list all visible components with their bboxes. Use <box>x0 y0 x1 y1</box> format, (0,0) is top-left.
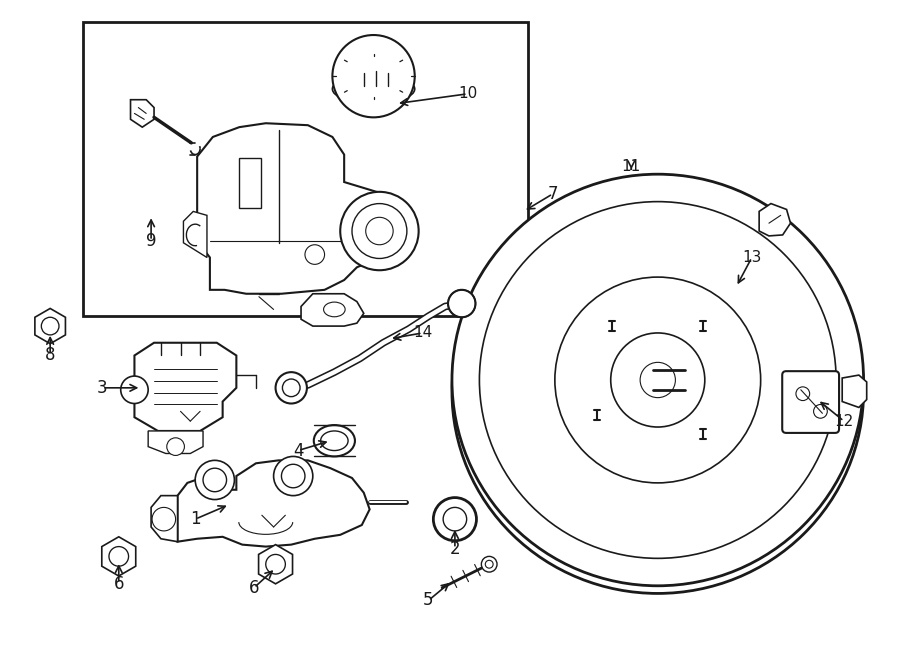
Text: 7: 7 <box>547 185 558 203</box>
Circle shape <box>814 405 827 418</box>
FancyBboxPatch shape <box>782 371 839 433</box>
Ellipse shape <box>324 302 345 317</box>
Circle shape <box>448 290 475 317</box>
Circle shape <box>152 508 176 531</box>
Polygon shape <box>102 537 136 576</box>
Text: 8: 8 <box>45 346 56 364</box>
Circle shape <box>352 204 407 258</box>
Text: 14: 14 <box>413 325 432 340</box>
Circle shape <box>365 217 393 245</box>
Circle shape <box>274 457 313 496</box>
Text: 9: 9 <box>146 232 157 250</box>
Polygon shape <box>151 496 177 542</box>
Circle shape <box>203 468 227 492</box>
Circle shape <box>121 376 148 403</box>
Text: 4: 4 <box>292 442 303 459</box>
Polygon shape <box>134 343 237 431</box>
Circle shape <box>109 547 129 566</box>
Circle shape <box>266 555 285 574</box>
Text: 11: 11 <box>622 159 641 174</box>
Text: 1: 1 <box>190 510 201 528</box>
Polygon shape <box>177 460 370 547</box>
Circle shape <box>332 35 415 118</box>
Polygon shape <box>130 100 154 127</box>
Ellipse shape <box>452 190 864 594</box>
Circle shape <box>452 175 864 586</box>
Circle shape <box>41 317 59 335</box>
Polygon shape <box>148 431 203 453</box>
Text: 3: 3 <box>97 379 107 397</box>
Circle shape <box>275 372 307 403</box>
Circle shape <box>305 245 325 264</box>
Text: 13: 13 <box>742 250 761 265</box>
Polygon shape <box>842 375 867 407</box>
Circle shape <box>195 460 234 500</box>
Circle shape <box>283 379 300 397</box>
Text: 5: 5 <box>423 592 434 609</box>
Circle shape <box>796 387 810 401</box>
Text: 10: 10 <box>458 87 477 101</box>
Text: 6: 6 <box>248 579 259 597</box>
Circle shape <box>482 557 497 572</box>
Circle shape <box>640 362 675 398</box>
Ellipse shape <box>320 431 348 451</box>
Circle shape <box>611 333 705 427</box>
Bar <box>239 157 261 208</box>
Polygon shape <box>301 293 364 326</box>
Polygon shape <box>35 309 66 344</box>
Ellipse shape <box>332 74 415 104</box>
Bar <box>83 22 528 317</box>
Polygon shape <box>184 212 207 258</box>
Circle shape <box>480 202 836 559</box>
Circle shape <box>485 561 493 568</box>
Ellipse shape <box>314 425 355 457</box>
Text: 12: 12 <box>834 414 853 428</box>
Text: 2: 2 <box>450 539 460 557</box>
Circle shape <box>443 508 467 531</box>
Polygon shape <box>197 123 406 293</box>
Circle shape <box>340 192 418 270</box>
Text: 6: 6 <box>113 575 124 593</box>
Circle shape <box>282 464 305 488</box>
Polygon shape <box>258 545 292 584</box>
Polygon shape <box>759 204 790 236</box>
Circle shape <box>433 498 476 541</box>
Circle shape <box>555 277 760 483</box>
Circle shape <box>166 438 184 455</box>
